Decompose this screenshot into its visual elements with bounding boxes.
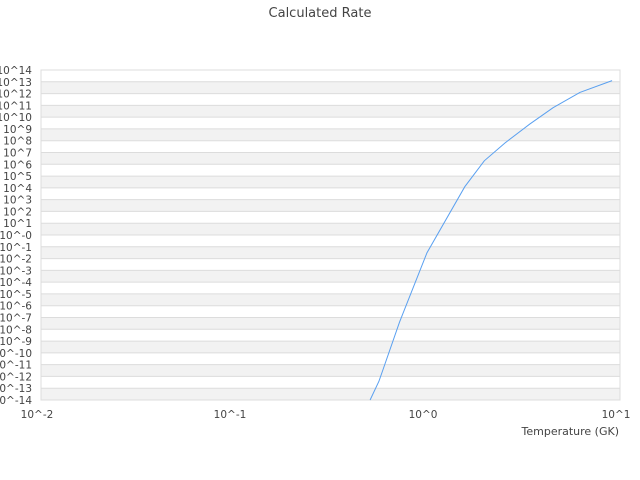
y-tick-label: 10^-13 [0,383,32,395]
x-tick-label: 10^-2 [21,409,54,421]
y-tick-label: 10^-10 [0,348,32,360]
grid-band [41,270,620,283]
y-tick-label: 10^11 [0,100,32,112]
y-tick-label: 10^13 [0,77,32,89]
y-tick-label: 10^7 [3,148,32,160]
y-tick-label: 10^12 [0,89,32,101]
y-tick-label: 10^-1 [0,242,32,254]
y-tick-label: 10^5 [3,171,32,183]
y-tick-label: 10^-12 [0,371,32,383]
y-tick-label: 10^-14 [0,395,32,407]
x-tick-label: 10^1 [602,409,631,421]
grid-band [41,176,620,188]
y-tick-label: 10^-5 [0,289,32,301]
y-tick-label: 10^-7 [0,313,32,325]
x-tick-label: 10^-1 [214,409,247,421]
grid-band [41,246,620,259]
y-tick-label: 10^-6 [0,301,32,313]
y-tick-label: 10^6 [3,159,32,171]
x-axis-label: Temperature (GK) [521,425,620,438]
y-tick-label: 10^3 [3,195,32,207]
grid-band [41,81,620,94]
grid-band [41,317,620,330]
grid-band [41,105,620,118]
grid-band [41,128,620,141]
chart-title: Calculated Rate [269,6,372,21]
y-tick-label: 10^-8 [0,324,32,336]
grid-band [41,199,620,212]
x-tick-label: 10^0 [409,409,438,421]
y-tick-label: 10^8 [3,136,32,148]
rate-line [369,80,613,401]
grid-band [41,388,620,400]
y-tick-label: 10^-2 [0,254,32,266]
y-tick-label: 10^9 [3,124,32,136]
grid-band [41,364,620,377]
y-tick-label: 10^14 [0,65,32,77]
plot-frame [40,69,621,401]
y-tick-label: 10^1 [3,218,32,230]
grid-band [41,152,620,165]
y-tick-label: 10^10 [0,112,32,124]
y-tick-label: 10^4 [3,183,32,195]
y-tick-label: 10^-3 [0,265,32,277]
y-tick-label: 10^2 [3,206,32,218]
grid-band [41,341,620,353]
y-tick-label: 10^-4 [0,277,32,289]
grid-band [41,223,620,235]
grid-band [41,293,620,306]
y-tick-label: 10^-9 [0,336,32,348]
y-tick-label: 10^-11 [0,360,32,372]
y-tick-label: 10^-0 [0,230,32,242]
